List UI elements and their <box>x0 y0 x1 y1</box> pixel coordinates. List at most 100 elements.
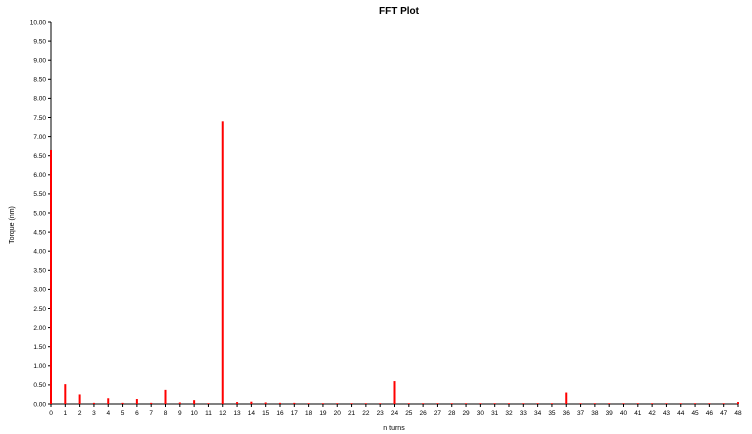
bar-14 <box>250 401 253 404</box>
x-tick-label: 32 <box>505 410 513 417</box>
bar-9 <box>178 402 181 404</box>
bar-41 <box>636 403 639 404</box>
bar-44 <box>679 403 682 404</box>
x-tick-label: 37 <box>577 410 585 417</box>
x-tick-label: 38 <box>591 410 599 417</box>
x-tick-label: 17 <box>291 410 299 417</box>
bars <box>50 121 739 404</box>
x-tick-label: 41 <box>634 410 642 417</box>
x-tick-label: 46 <box>706 410 714 417</box>
x-tick-label: 43 <box>663 410 671 417</box>
bar-34 <box>536 403 539 404</box>
bar-1 <box>64 384 67 404</box>
bar-43 <box>665 403 668 404</box>
y-tick-label: 1.00 <box>33 363 46 370</box>
bar-10 <box>193 400 196 404</box>
bar-15 <box>264 402 267 404</box>
bar-47 <box>722 403 725 404</box>
x-tick-label: 29 <box>462 410 470 417</box>
bar-29 <box>465 403 468 404</box>
x-tick-label: 15 <box>262 410 270 417</box>
x-tick-label: 1 <box>64 410 68 417</box>
x-tick-label: 4 <box>106 410 110 417</box>
bar-28 <box>450 403 453 404</box>
x-tick-label: 33 <box>520 410 528 417</box>
x-axis-ticks: 0 1 2 3 4 5 6 7 8 9 10 11 12 13 14 15 16 17 18 19 20 21 22 23 24… <box>49 404 742 417</box>
x-axis-label: n turns <box>383 425 405 432</box>
x-tick-label: 48 <box>734 410 742 417</box>
bar-17 <box>293 402 296 404</box>
y-tick-label: 7.50 <box>33 115 46 122</box>
bar-46 <box>708 403 711 404</box>
bar-36 <box>565 392 568 404</box>
chart-title: FFT Plot <box>379 6 420 17</box>
bar-40 <box>622 403 625 404</box>
x-tick-label: 14 <box>248 410 256 417</box>
bar-20 <box>336 403 339 404</box>
x-tick-label: 26 <box>420 410 428 417</box>
x-tick-label: 19 <box>319 410 327 417</box>
bar-45 <box>694 403 697 404</box>
bar-35 <box>550 403 553 404</box>
bar-13 <box>236 402 239 404</box>
y-tick-label: 3.00 <box>33 287 46 294</box>
x-tick-label: 13 <box>233 410 241 417</box>
bar-27 <box>436 403 439 404</box>
y-tick-label: 2.50 <box>33 306 46 313</box>
x-tick-label: 10 <box>191 410 199 417</box>
bar-32 <box>508 403 510 404</box>
bar-23 <box>379 403 382 404</box>
x-tick-label: 22 <box>362 410 370 417</box>
bar-21 <box>350 403 353 404</box>
y-tick-label: 6.50 <box>33 153 46 160</box>
y-tick-label: 4.50 <box>33 229 46 236</box>
y-tick-label: 3.50 <box>33 268 46 275</box>
bar-5 <box>121 402 124 404</box>
y-tick-label: 9.50 <box>33 38 46 45</box>
y-tick-label: 1.50 <box>33 344 46 351</box>
x-tick-label: 27 <box>434 410 442 417</box>
y-axis-ticks: 0.00 0.50 1.00 1.50 2.00 2.50 3.00 3.50 4.00 4.50… <box>30 19 51 408</box>
x-tick-label: 28 <box>448 410 456 417</box>
x-tick-label: 11 <box>205 410 212 417</box>
y-tick-label: 0.00 <box>33 401 46 408</box>
bar-8 <box>164 389 167 404</box>
bar-48 <box>737 402 739 404</box>
x-tick-label: 40 <box>620 410 628 417</box>
x-tick-label: 12 <box>219 410 227 417</box>
x-tick-label: 0 <box>49 410 53 417</box>
y-tick-label: 8.50 <box>33 77 46 84</box>
x-tick-label: 21 <box>348 410 356 417</box>
bar-31 <box>493 403 496 404</box>
y-tick-label: 8.00 <box>33 96 46 103</box>
bar-26 <box>422 403 425 404</box>
y-tick-label: 4.00 <box>33 249 46 256</box>
x-tick-label: 8 <box>164 410 168 417</box>
x-tick-label: 2 <box>78 410 82 417</box>
bar-0 <box>50 149 52 404</box>
x-tick-label: 45 <box>691 410 699 417</box>
x-tick-label: 23 <box>377 410 385 417</box>
bar-18 <box>307 403 310 404</box>
bar-22 <box>364 403 367 404</box>
bar-6 <box>135 399 138 404</box>
x-tick-label: 36 <box>563 410 571 417</box>
y-tick-label: 9.00 <box>33 58 46 65</box>
x-tick-label: 44 <box>677 410 685 417</box>
x-tick-label: 24 <box>391 410 399 417</box>
bar-12 <box>221 121 224 404</box>
bar-4 <box>107 398 110 404</box>
x-tick-label: 5 <box>121 410 125 417</box>
x-tick-label: 47 <box>720 410 728 417</box>
y-tick-label: 5.50 <box>33 191 46 198</box>
bar-38 <box>593 403 596 404</box>
x-tick-label: 30 <box>477 410 485 417</box>
axes <box>50 22 738 405</box>
x-tick-label: 7 <box>149 410 153 417</box>
x-tick-label: 3 <box>92 410 96 417</box>
bar-37 <box>579 403 582 404</box>
y-tick-label: 5.00 <box>33 210 46 217</box>
x-tick-label: 31 <box>491 410 499 417</box>
y-tick-label: 6.00 <box>33 172 46 179</box>
